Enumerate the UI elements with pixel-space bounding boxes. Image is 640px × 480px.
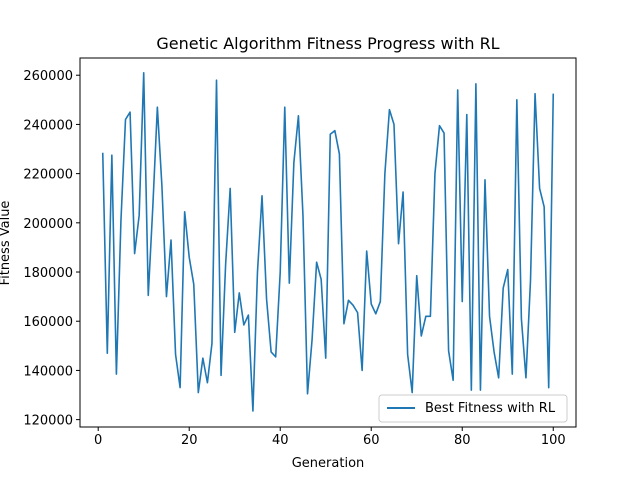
x-axis-ticks: 0 20 40 60 80 100 — [94, 427, 566, 448]
plot-area — [101, 71, 555, 412]
legend-label: Best Fitness with RL — [425, 401, 556, 416]
x-tick-label: 80 — [454, 433, 471, 448]
legend: Best Fitness with RL — [378, 394, 568, 423]
x-tick-label: 20 — [181, 433, 198, 448]
y-tick-label: 140000 — [23, 364, 73, 379]
y-axis-label: Fitness Value — [0, 201, 13, 286]
y-tick-label: 240000 — [23, 118, 73, 133]
chart-title: Genetic Algorithm Fitness Progress with … — [156, 34, 499, 53]
y-tick-label: 180000 — [23, 266, 73, 281]
y-tick-label: 120000 — [23, 414, 73, 429]
x-tick-label: 60 — [363, 433, 380, 448]
y-axis-ticks: 120000 140000 160000 180000 200000 220000 2400… — [23, 69, 80, 429]
y-tick-label: 160000 — [23, 315, 73, 330]
legend-box — [378, 394, 568, 423]
x-tick-label: 0 — [94, 433, 102, 448]
y-tick-label: 220000 — [23, 168, 73, 183]
series-line-0 — [101, 71, 555, 412]
y-tick-label: 260000 — [23, 69, 73, 84]
y-tick-label: 200000 — [23, 217, 73, 232]
x-tick-label: 40 — [272, 433, 289, 448]
plot-frame — [79, 57, 577, 428]
x-axis-label: Generation — [292, 456, 365, 471]
x-tick-label: 100 — [541, 433, 566, 448]
